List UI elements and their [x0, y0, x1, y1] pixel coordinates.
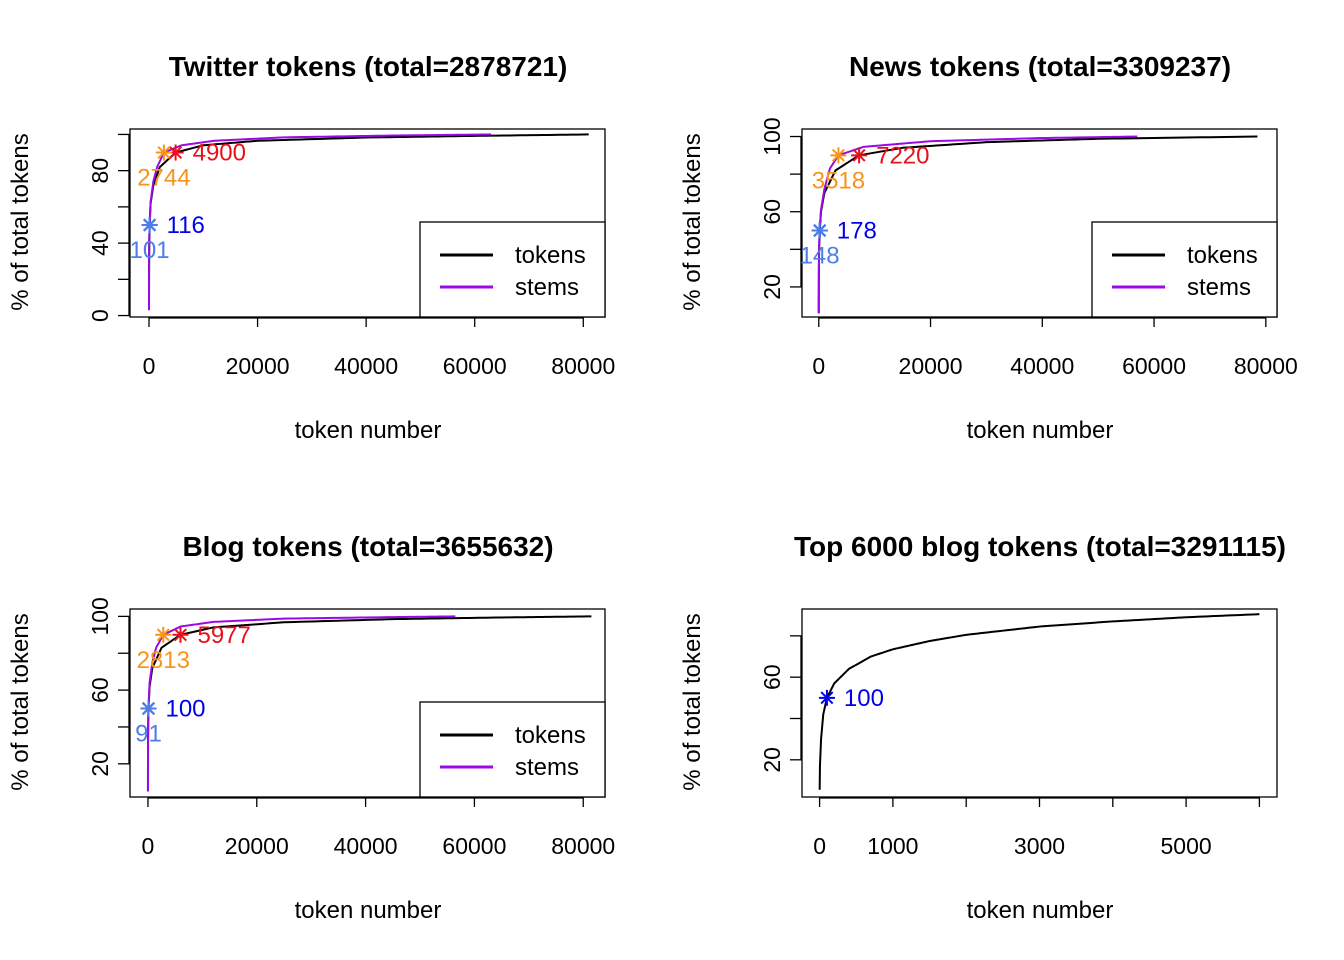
y-tick-label: 60: [759, 664, 785, 690]
chart-title: News tokens (total=3309237): [849, 51, 1231, 82]
legend-label-stems: stems: [1187, 274, 1251, 301]
y-tick-label: 60: [759, 199, 785, 225]
annotation-label: 100: [844, 685, 884, 712]
annotation-label: 116: [167, 212, 205, 239]
x-axis-label: token number: [295, 417, 442, 444]
x-tick-label: 0: [813, 833, 826, 859]
legend-box: [419, 221, 606, 318]
x-tick-label: 0: [812, 353, 825, 379]
legend: tokens stems: [1091, 221, 1278, 318]
x-tick-label: 60000: [442, 833, 506, 859]
x-tick-label: 20000: [899, 353, 963, 379]
legend-box: [419, 701, 606, 798]
chart-title: Top 6000 blog tokens (total=3291115): [794, 531, 1286, 562]
annotation-label: 178: [837, 218, 877, 245]
series-line-stems: [817, 135, 1138, 314]
x-tick-label: 20000: [226, 353, 290, 379]
y-axis-label: % of total tokens: [679, 133, 706, 310]
y-tick-label: 0: [87, 309, 113, 322]
chart-title: Blog tokens (total=3655632): [182, 531, 553, 562]
x-tick-label: 80000: [551, 833, 615, 859]
x-tick-label: 5000: [1161, 833, 1212, 859]
annotation-label: 3518: [812, 167, 865, 194]
panel-blog: Blog tokens (total=3655632) token number…: [7, 531, 615, 924]
series-line-stems: [148, 133, 492, 311]
annotation-label: 7220: [876, 142, 929, 169]
legend: tokens stems: [419, 701, 606, 798]
y-tick-label: 20: [759, 747, 785, 773]
legend-box: [1091, 221, 1278, 318]
x-tick-label: 0: [142, 833, 155, 859]
annotation-label: 5977: [197, 622, 250, 649]
legend-label-tokens: tokens: [515, 722, 586, 749]
x-tick-label: 80000: [551, 353, 615, 379]
legend-label-tokens: tokens: [515, 242, 586, 269]
x-tick-label: 1000: [867, 833, 918, 859]
x-axis-label: token number: [967, 417, 1114, 444]
y-tick-label: 20: [759, 274, 785, 300]
annotation-label: 2744: [137, 165, 190, 192]
x-tick-label: 20000: [225, 833, 289, 859]
series-line-tokens: [818, 613, 1260, 790]
annotation-marker: [140, 700, 157, 717]
panel-news: News tokens (total=3309237) token number…: [679, 51, 1298, 444]
y-tick-label: 80: [87, 158, 113, 184]
annotation-marker: [141, 216, 158, 233]
y-axis-label: % of total tokens: [679, 613, 706, 790]
x-tick-label: 40000: [334, 353, 398, 379]
legend-label-stems: stems: [515, 754, 579, 781]
annotation-label: 2813: [137, 647, 190, 674]
annotation-marker: [851, 147, 868, 164]
chart-title: Twitter tokens (total=2878721): [169, 51, 568, 82]
y-tick-label: 20: [87, 751, 113, 777]
annotation-marker: [155, 626, 172, 643]
panel-top6000-blog: Top 6000 blog tokens (total=3291115) tok…: [679, 531, 1286, 924]
legend-label-stems: stems: [515, 274, 579, 301]
annotation-marker: [172, 626, 189, 643]
y-tick-label: 40: [87, 230, 113, 256]
series-line-stems: [146, 615, 456, 792]
annotation-marker: [155, 144, 172, 161]
x-tick-label: 80000: [1234, 353, 1298, 379]
annotation-label: 91: [135, 721, 162, 748]
y-tick-label: 100: [759, 117, 785, 155]
y-axis-label: % of total tokens: [7, 133, 34, 310]
y-tick-label: 60: [87, 677, 113, 703]
annotation-label: 4900: [193, 140, 246, 167]
x-tick-label: 3000: [1014, 833, 1065, 859]
annotation-label: 101: [130, 237, 170, 264]
annotation-label: 100: [165, 696, 205, 723]
annotation-label: 148: [800, 243, 840, 270]
x-tick-label: 60000: [1122, 353, 1186, 379]
panel-twitter: Twitter tokens (total=2878721) token num…: [7, 51, 615, 444]
plot-area: 0 1000 3000 5000 20 60 100: [759, 608, 1278, 859]
plot-area: 0 20000 40000 60000 800002060100100915977281…: [87, 597, 615, 859]
x-tick-label: 60000: [443, 353, 507, 379]
x-axis-label: token number: [967, 897, 1114, 924]
legend-label-tokens: tokens: [1187, 242, 1258, 269]
annotation-marker: [818, 689, 835, 706]
x-axis-label: token number: [295, 897, 442, 924]
y-tick-label: 100: [87, 597, 113, 635]
annotation-marker: [811, 222, 828, 239]
annotation-marker: [830, 147, 847, 164]
x-tick-label: 40000: [1010, 353, 1074, 379]
x-tick-label: 40000: [334, 833, 398, 859]
x-tick-label: 0: [143, 353, 156, 379]
y-axis-label: % of total tokens: [7, 613, 34, 790]
legend: tokens stems: [419, 221, 606, 318]
